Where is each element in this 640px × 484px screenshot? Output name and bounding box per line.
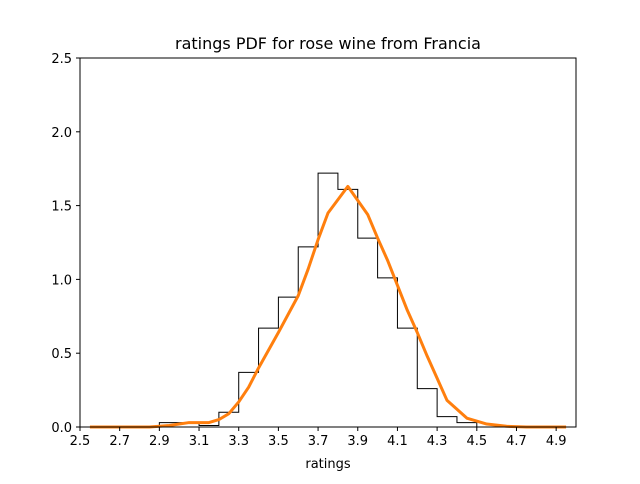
pdf-line [89, 184, 567, 429]
x-tick-label: 4.1 [387, 434, 408, 449]
x-tick-label: 3.1 [189, 434, 210, 449]
x-tick-label: 2.9 [149, 434, 170, 449]
y-tick-label: 2.5 [51, 52, 72, 67]
y-tick-label: 2.0 [51, 126, 72, 141]
x-tick-label: 4.3 [427, 434, 448, 449]
y-tick-label: 1.5 [51, 200, 72, 215]
chart-title: ratings PDF for rose wine from Francia [175, 34, 481, 53]
x-tick-label: 4.9 [546, 434, 567, 449]
x-tick-label: 4.5 [466, 434, 487, 449]
x-axis-label: ratings [305, 457, 351, 472]
x-tick-label: 3.7 [308, 434, 329, 449]
x-tick-label: 3.9 [347, 434, 368, 449]
histogram-step [158, 172, 478, 427]
y-tick-label: 0.5 [51, 347, 72, 362]
plot-frame [79, 57, 577, 428]
x-axis: 2.5 2.7 2.9 3.1 3.3 3.5 3.7 3.9 4.1 4.3 4.5 4.7 4.9 [70, 427, 567, 449]
y-tick-label: 0.0 [51, 421, 72, 436]
plot-area [89, 172, 567, 429]
x-tick-label: 3.3 [228, 434, 249, 449]
x-tick-label: 2.5 [70, 434, 91, 449]
y-axis: 0.0 0.5 1.0 1.5 2.0 2.5 [51, 52, 80, 436]
y-tick-label: 1.0 [51, 273, 72, 288]
x-tick-label: 3.5 [268, 434, 289, 449]
x-tick-label: 2.7 [109, 434, 130, 449]
x-tick-label: 4.7 [506, 434, 527, 449]
